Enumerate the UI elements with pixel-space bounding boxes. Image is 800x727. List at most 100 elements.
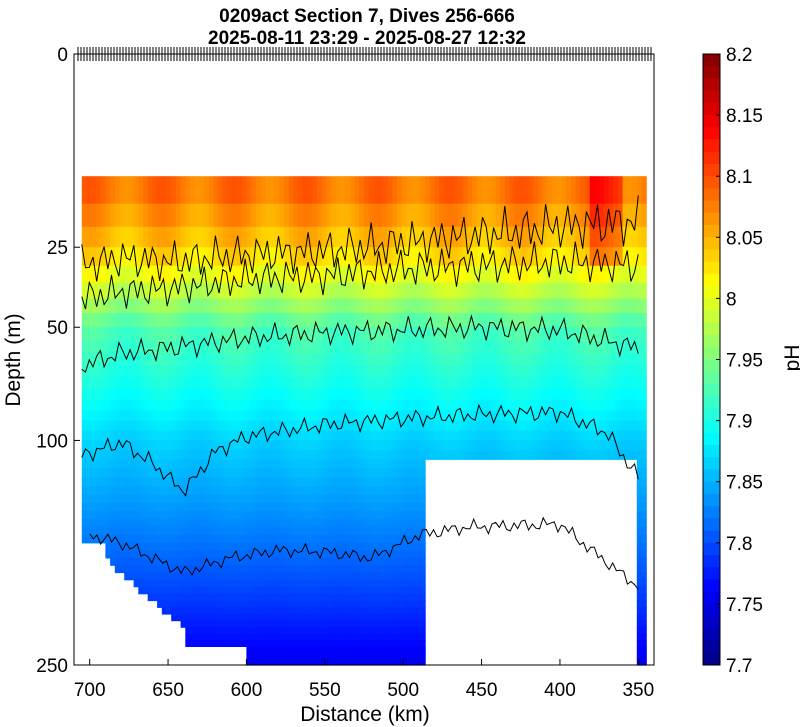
ph-cell [128,572,135,581]
ph-cell [575,410,581,422]
ph-cell [599,353,605,367]
ph-cell [354,593,360,602]
ph-cell [302,226,309,248]
ph-cell [157,365,163,378]
ph-cell [317,527,323,536]
ph-cell [561,420,567,432]
ph-cell [213,353,219,367]
ph-cell [505,265,511,284]
ph-cell [523,410,530,422]
ph-cell [443,399,450,411]
ph-cell [359,477,365,487]
ph-cell [222,486,229,496]
ph-cell [401,298,407,314]
ph-cell [293,420,299,432]
ph-cell [307,420,313,432]
ph-cell [378,377,384,390]
ph-cell [288,633,295,641]
ph-cell [613,327,619,342]
ph-cell [293,620,299,628]
ph-cell [627,282,633,299]
ph-cell [260,459,266,469]
ph-cell [194,410,200,422]
ph-cell [255,620,262,628]
ph-cell [166,420,172,432]
ph-cell [566,353,572,367]
ph-cell [387,614,393,622]
ph-cell [143,388,149,401]
ph-cell [401,282,407,299]
ph-cell [208,313,215,328]
ph-cell [204,557,210,566]
ph-cell [570,282,577,299]
ph-cell [425,399,431,411]
ph-cell [359,353,365,367]
ph-cell [462,265,469,284]
ph-cell [255,494,262,504]
ph-cell [321,203,327,228]
ph-cell [194,579,200,588]
ph-cell [519,430,525,441]
ph-cell [105,550,111,559]
ph-cell [274,593,280,602]
ph-cell [406,450,412,460]
ph-cell [138,542,144,551]
ph-cell [321,265,327,284]
ph-cell [396,652,403,660]
ph-cell [190,430,196,441]
ph-cell [157,420,163,432]
ph-cell [500,450,506,460]
ph-cell [143,282,149,299]
ph-cell [218,327,224,342]
ph-cell [185,620,191,628]
ph-cell [354,652,360,660]
ph-cell [321,607,327,615]
ph-cell [260,646,266,654]
ph-cell [561,298,567,314]
ph-cell [293,658,299,666]
ph-cell [519,399,525,411]
ph-cell [396,535,403,544]
ph-cell [133,459,139,469]
ph-cell [415,600,421,608]
ph-cell [641,420,647,432]
ph-cell [190,265,196,284]
ph-cell [396,519,403,528]
ph-cell [321,572,327,581]
ph-cell [547,247,553,267]
ph-cell [354,614,360,622]
ph-cell [204,614,210,622]
ph-cell [81,247,88,267]
ph-cell [392,535,398,544]
ph-cell [86,450,92,460]
ph-cell [185,298,191,314]
ph-cell [326,340,332,354]
ph-cell [95,247,102,267]
ph-cell [194,282,200,299]
ph-cell [208,579,215,588]
ph-cell [274,176,280,205]
ph-cell [161,430,168,441]
ph-cell [476,298,483,314]
ph-cell [298,298,304,314]
ph-cell [152,327,158,342]
ph-cell [335,503,342,512]
ph-cell [161,410,168,422]
ph-cell [86,519,92,528]
ph-cell [232,265,238,284]
ph-cell [185,527,191,536]
ph-cell [269,607,276,615]
ph-cell [185,430,191,441]
ph-cell [274,565,280,574]
ph-cell [373,365,379,378]
ph-cell [204,420,210,432]
ph-cell [227,600,233,608]
ph-cell [227,519,233,528]
ph-cell [387,652,393,660]
ph-cell [133,247,139,267]
ph-cell [232,627,238,635]
ph-cell [279,511,285,520]
ph-cell [439,388,445,401]
ph-cell [349,440,356,451]
ph-cell [298,511,304,520]
